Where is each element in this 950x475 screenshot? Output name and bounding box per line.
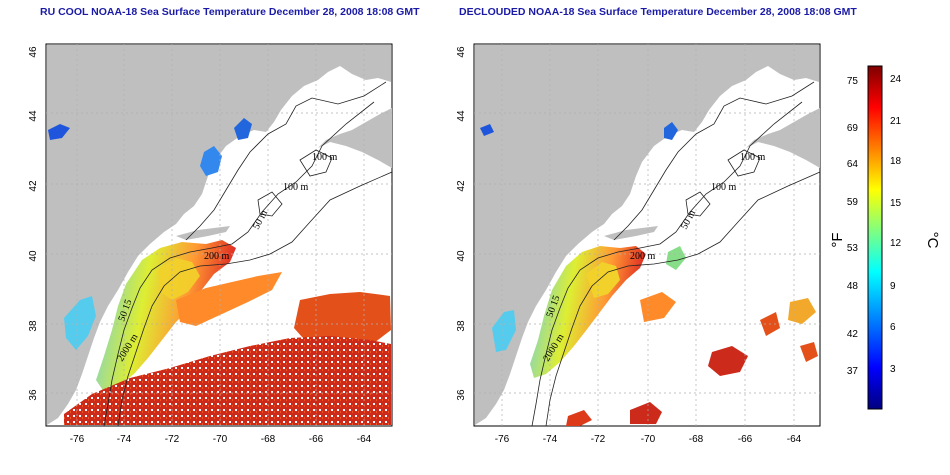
- right-map-panel: 100 m 100 m 50 m 200 m 50 15 2000 m 46 4…: [456, 43, 821, 445]
- left-lon-tick: -72: [165, 434, 180, 445]
- left-lat-tick: 44: [28, 110, 39, 122]
- left-contour-label-100m-b: 100 m: [283, 182, 309, 193]
- right-lon-tick: -70: [641, 434, 656, 445]
- right-lon-tick: -72: [591, 434, 606, 445]
- left-lon-tick: -64: [357, 434, 372, 445]
- right-lat-tick: 42: [456, 180, 467, 192]
- right-sst-warm-patch-b: [788, 298, 816, 324]
- fahrenheit-tick: 48: [847, 281, 859, 292]
- right-lat-tick: 40: [456, 250, 467, 262]
- right-lon-tick: -76: [495, 434, 510, 445]
- left-lon-tick: -76: [70, 434, 85, 445]
- left-lat-axis: 46 44 42 40 38 36: [28, 46, 39, 401]
- right-sst-warm-patch-e: [630, 402, 662, 424]
- fahrenheit-tick: 53: [847, 243, 859, 254]
- left-map-panel: 100 m 100 m 50 m 200 m 50 15 2000 m 46 4…: [28, 43, 393, 445]
- left-lat-tick: 42: [28, 180, 39, 192]
- right-lat-tick: 38: [456, 320, 467, 332]
- right-contour-label-100m-a: 100 m: [740, 152, 766, 163]
- celsius-tick: 12: [890, 238, 902, 249]
- left-contour-label-200m: 200 m: [204, 251, 230, 262]
- right-lat-tick: 36: [456, 389, 467, 401]
- left-cold-patch-north: [234, 118, 252, 140]
- celsius-tick: 6: [890, 322, 896, 333]
- right-lon-tick: -64: [787, 434, 802, 445]
- colorbar-fahrenheit-ticks: 75 69 64 59 53 48 42 37: [847, 76, 859, 377]
- left-cold-patch-maine: [200, 146, 222, 176]
- fahrenheit-tick: 42: [847, 329, 859, 340]
- left-lon-tick: -66: [309, 434, 324, 445]
- fahrenheit-tick: 59: [847, 197, 859, 208]
- right-coastal-cyan: [492, 310, 516, 352]
- right-sst-warm-patch-g: [800, 342, 818, 362]
- left-coastal-cyan: [64, 296, 96, 350]
- left-contour-label-100m-a: 100 m: [312, 152, 338, 163]
- left-sst-shelf: [96, 240, 236, 392]
- colorbar: 75 69 64 59 53 48 42 37 24 21 18 15 12 9…: [829, 65, 941, 410]
- left-lat-tick: 46: [28, 46, 39, 58]
- right-sst-warm-patch-f: [566, 410, 592, 426]
- celsius-tick: 3: [890, 364, 896, 375]
- right-sst-warm-patch-d: [708, 346, 748, 376]
- fahrenheit-tick: 64: [847, 159, 859, 170]
- right-nova-scotia: [746, 108, 820, 168]
- right-graticule: [474, 44, 820, 426]
- fahrenheit-tick: 69: [847, 123, 859, 134]
- celsius-unit-label: °C: [924, 232, 941, 249]
- right-contour-label-200m: 200 m: [630, 251, 656, 262]
- left-lon-tick: -74: [117, 434, 132, 445]
- left-sst-slope: [158, 258, 200, 300]
- right-panel-title: DECLOUDED NOAA-18 Sea Surface Temperatur…: [459, 6, 857, 18]
- celsius-tick: 18: [890, 156, 902, 167]
- left-lon-tick: -70: [213, 434, 228, 445]
- right-lon-tick: -68: [689, 434, 704, 445]
- celsius-tick: 15: [890, 198, 902, 209]
- right-lon-tick: -74: [543, 434, 558, 445]
- right-contour-label-100m-b: 100 m: [711, 182, 737, 193]
- left-sst-warm-band: [176, 272, 282, 326]
- fahrenheit-tick: 37: [847, 366, 859, 377]
- left-lat-tick: 36: [28, 389, 39, 401]
- left-lat-tick: 38: [28, 320, 39, 332]
- colorbar-gradient-bar: [867, 65, 883, 410]
- right-sst-warm-patch-a: [640, 292, 676, 322]
- right-bathymetry-contours: [531, 81, 821, 427]
- left-lon-tick: -68: [261, 434, 276, 445]
- right-lat-tick: 46: [456, 46, 467, 58]
- left-lon-axis: -76 -74 -72 -70 -68 -66 -64: [70, 434, 372, 445]
- celsius-tick: 21: [890, 116, 902, 127]
- right-sst-north-blob: [666, 246, 686, 270]
- right-lat-tick: 44: [456, 110, 467, 122]
- right-landmass: [475, 45, 819, 425]
- celsius-tick: 24: [890, 74, 902, 85]
- left-landmass: [47, 45, 391, 425]
- left-cold-patch-stlawrence: [48, 124, 70, 140]
- fahrenheit-unit-label: °F: [829, 232, 846, 247]
- fahrenheit-tick: 75: [847, 76, 859, 87]
- left-bathymetry-contours: [103, 81, 393, 427]
- left-sst-gulfstream: [64, 336, 391, 425]
- right-lon-axis: -76 -74 -72 -70 -68 -66 -64: [495, 434, 802, 445]
- right-lon-tick: -66: [738, 434, 753, 445]
- left-graticule: [46, 44, 392, 426]
- left-lat-tick: 40: [28, 250, 39, 262]
- celsius-tick: 9: [890, 281, 896, 292]
- left-panel-title: RU COOL NOAA-18 Sea Surface Temperature …: [40, 6, 420, 18]
- colorbar-celsius-ticks: 24 21 18 15 12 9 6 3: [890, 74, 902, 375]
- right-cold-patch-north: [664, 122, 678, 140]
- left-nova-scotia: [318, 108, 392, 168]
- right-cold-patch-stlawrence: [480, 124, 494, 136]
- right-lat-axis: 46 44 42 40 38 36: [456, 46, 467, 401]
